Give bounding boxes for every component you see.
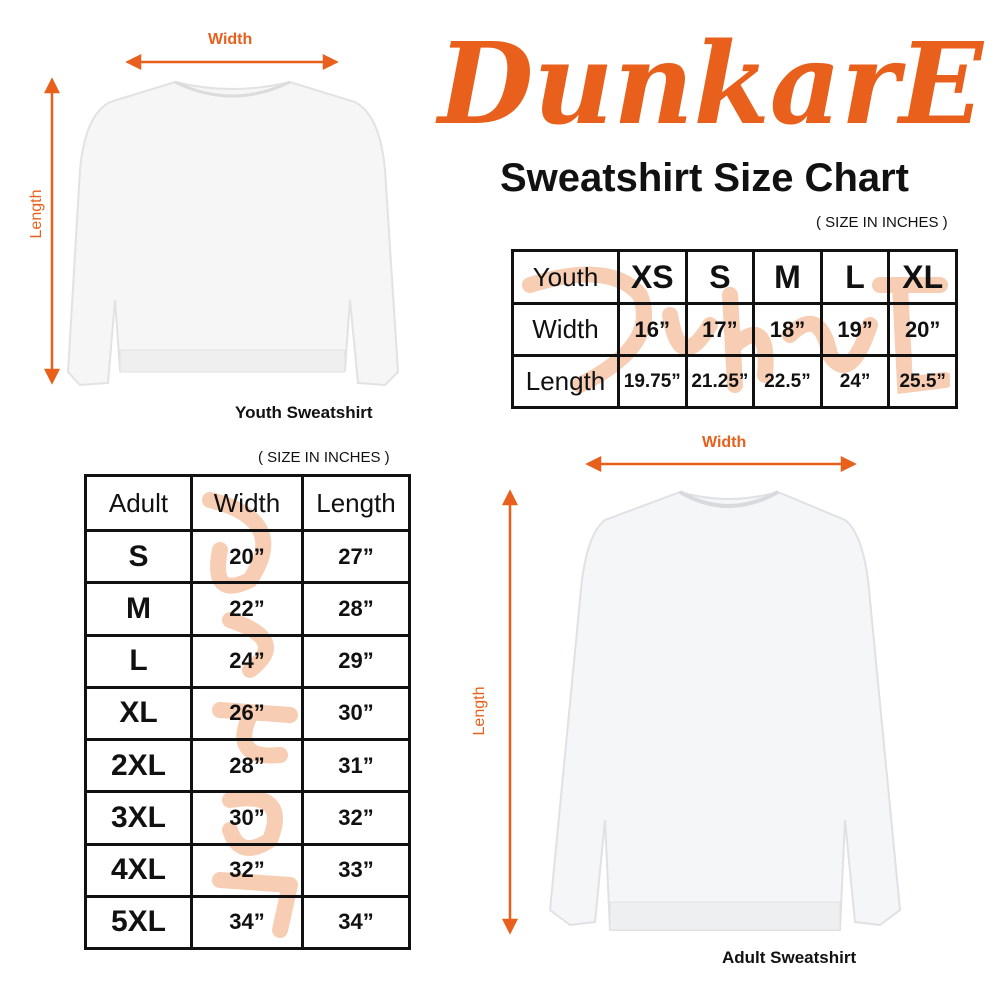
header-cell: Adult <box>84 473 193 533</box>
cell: 25.5” <box>887 354 958 409</box>
table-row: S 20” 27” <box>84 529 411 585</box>
cell: 16” <box>617 302 688 357</box>
cell: 19.75” <box>617 354 688 409</box>
size-label: 5XL <box>84 894 193 951</box>
cell: 19” <box>819 302 891 357</box>
cell: 22” <box>190 581 304 637</box>
youth-size-table: Youth XS S M L XL Width 16” 17” 18” 19” … <box>511 249 958 409</box>
cell: 20” <box>887 302 958 357</box>
row-label: Width <box>511 302 620 357</box>
adult-units-note: ( SIZE IN INCHES ) <box>258 449 390 466</box>
header-cell: S <box>684 249 756 305</box>
cell: 18” <box>752 302 823 357</box>
youth-width-label: Width <box>208 31 253 48</box>
cell: 24” <box>190 633 304 689</box>
cell: 30” <box>190 790 304 846</box>
cell: 22.5” <box>752 354 823 409</box>
size-label: 2XL <box>84 738 193 794</box>
cell: 28” <box>301 581 411 637</box>
table-row: 4XL 32” 33” <box>84 842 411 898</box>
row-label: Length <box>511 354 620 409</box>
cell: 28” <box>190 738 304 794</box>
size-label: L <box>84 633 193 689</box>
header-cell: Youth <box>511 249 620 305</box>
youth-length-label: Length <box>28 189 45 239</box>
cell: 30” <box>301 685 411 742</box>
size-label: M <box>84 581 193 637</box>
cell: 27” <box>301 529 411 585</box>
size-label: 3XL <box>84 790 193 846</box>
adult-dimension-arrows <box>501 455 902 935</box>
table-row: Width 16” 17” 18” 19” 20” <box>511 302 958 357</box>
youth-caption: Youth Sweatshirt <box>235 403 373 422</box>
adult-length-label: Length <box>471 686 488 736</box>
cell: 32” <box>190 842 304 898</box>
cell: 21.25” <box>684 354 756 409</box>
table-row: Length 19.75” 21.25” 22.5” 24” 25.5” <box>511 354 958 409</box>
adult-width-label: Width <box>702 434 747 451</box>
youth-dimension-arrows <box>43 53 400 387</box>
cell: 29” <box>301 633 411 689</box>
cell: 34” <box>190 894 304 951</box>
size-label: XL <box>84 685 193 742</box>
header-cell: Width <box>190 473 304 533</box>
table-row: 2XL 28” 31” <box>84 738 411 794</box>
cell: 34” <box>301 894 411 951</box>
cell: 31” <box>301 738 411 794</box>
cell: 20” <box>190 529 304 585</box>
table-row: M 22” 28” <box>84 581 411 637</box>
adult-sweatshirt-image <box>548 490 902 931</box>
table-row: L 24” 29” <box>84 633 411 689</box>
page-title: Sweatshirt Size Chart <box>500 156 910 200</box>
header-cell: M <box>752 249 823 305</box>
cell: 17” <box>684 302 756 357</box>
table-row: 5XL 34” 34” <box>84 894 411 951</box>
size-label: S <box>84 529 193 585</box>
header-cell: XL <box>887 249 958 305</box>
header-cell: XS <box>617 249 688 305</box>
adult-caption: Adult Sweatshirt <box>722 948 857 967</box>
size-label: 4XL <box>84 842 193 898</box>
svg-text:DunkarE: DunkarE <box>435 19 985 148</box>
header-cell: L <box>819 249 891 305</box>
youth-units-note: ( SIZE IN INCHES ) <box>816 214 948 231</box>
header-cell: Length <box>301 473 411 533</box>
brand-logo: DunkarE <box>435 19 985 148</box>
cell: 33” <box>301 842 411 898</box>
cell: 32” <box>301 790 411 846</box>
cell: 26” <box>190 685 304 742</box>
table-row: 3XL 30” 32” <box>84 790 411 846</box>
adult-size-table: Adult Width Length S 20” 27” M 22” 28” L 24” 29”… <box>84 473 411 951</box>
youth-sweatshirt-image <box>66 80 400 387</box>
cell: 24” <box>819 354 891 409</box>
table-row: XL 26” 30” <box>84 685 411 742</box>
